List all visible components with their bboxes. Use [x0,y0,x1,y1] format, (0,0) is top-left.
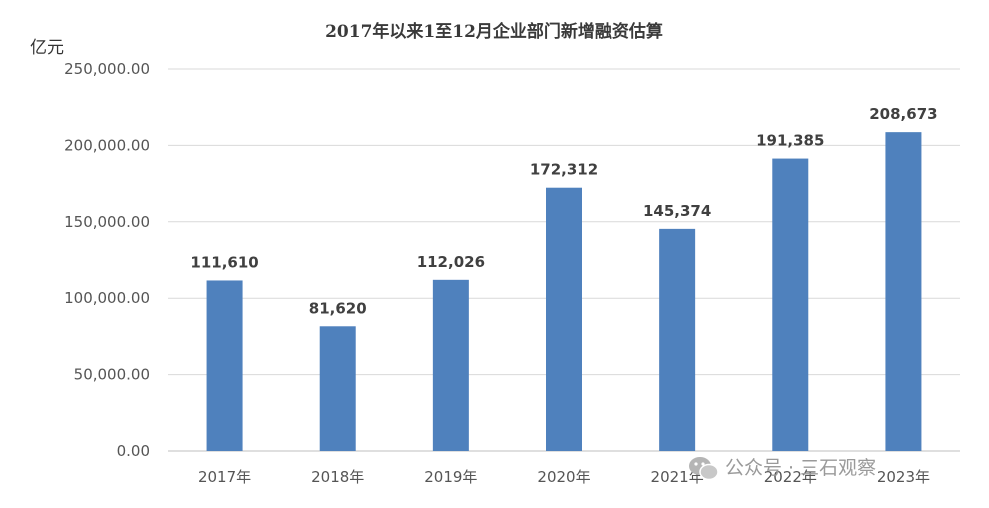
data-label: 81,620 [309,299,367,317]
wechat-icon [689,457,719,481]
chart-title: 2017年以来1至12月企业部门新增融资估算 [325,21,663,42]
watermark-text: 公众号 · 三石观察 [725,457,876,479]
bar [885,132,922,452]
bar [772,158,809,451]
watermark: 公众号 · 三石观察 [689,457,876,481]
data-labels: 111,610 81,620 112,026 172,312 145,374 191,38… [190,105,937,317]
x-tick-label: 2017年 [198,468,251,486]
y-tick-label: 200,000.00 [64,136,150,154]
x-tick-label: 2018年 [311,468,364,486]
y-tick-label: 0.00 [117,442,150,460]
y-axis-tick-labels: 0.00 50,000.00 100,000.00 150,000.00 200,000… [64,60,150,460]
bar [319,326,356,451]
y-tick-label: 150,000.00 [64,213,150,231]
y-tick-label: 100,000.00 [64,289,150,307]
bar [659,228,696,451]
bar [206,280,243,451]
data-label: 172,312 [530,161,598,179]
x-tick-label: 2019年 [424,468,477,486]
y-tick-label: 50,000.00 [74,366,150,384]
x-axis-tick-labels: 2017年 2018年 2019年 2020年 2021年 2022年 2023年 [198,468,930,486]
bars [206,132,922,452]
x-tick-label: 2020年 [537,468,590,486]
y-tick-label: 250,000.00 [64,60,150,78]
data-label: 145,374 [643,202,711,220]
x-tick-label: 2022年 [764,468,817,486]
x-tick-label: 2021年 [651,468,704,486]
y-axis-unit-label: 亿元 [30,38,64,58]
bar [546,187,582,451]
bar [432,279,469,451]
data-label: 191,385 [756,132,824,150]
data-label: 208,673 [869,105,937,123]
data-label: 111,610 [190,253,258,271]
data-label: 112,026 [417,253,485,271]
x-tick-label: 2023年 [877,468,930,486]
